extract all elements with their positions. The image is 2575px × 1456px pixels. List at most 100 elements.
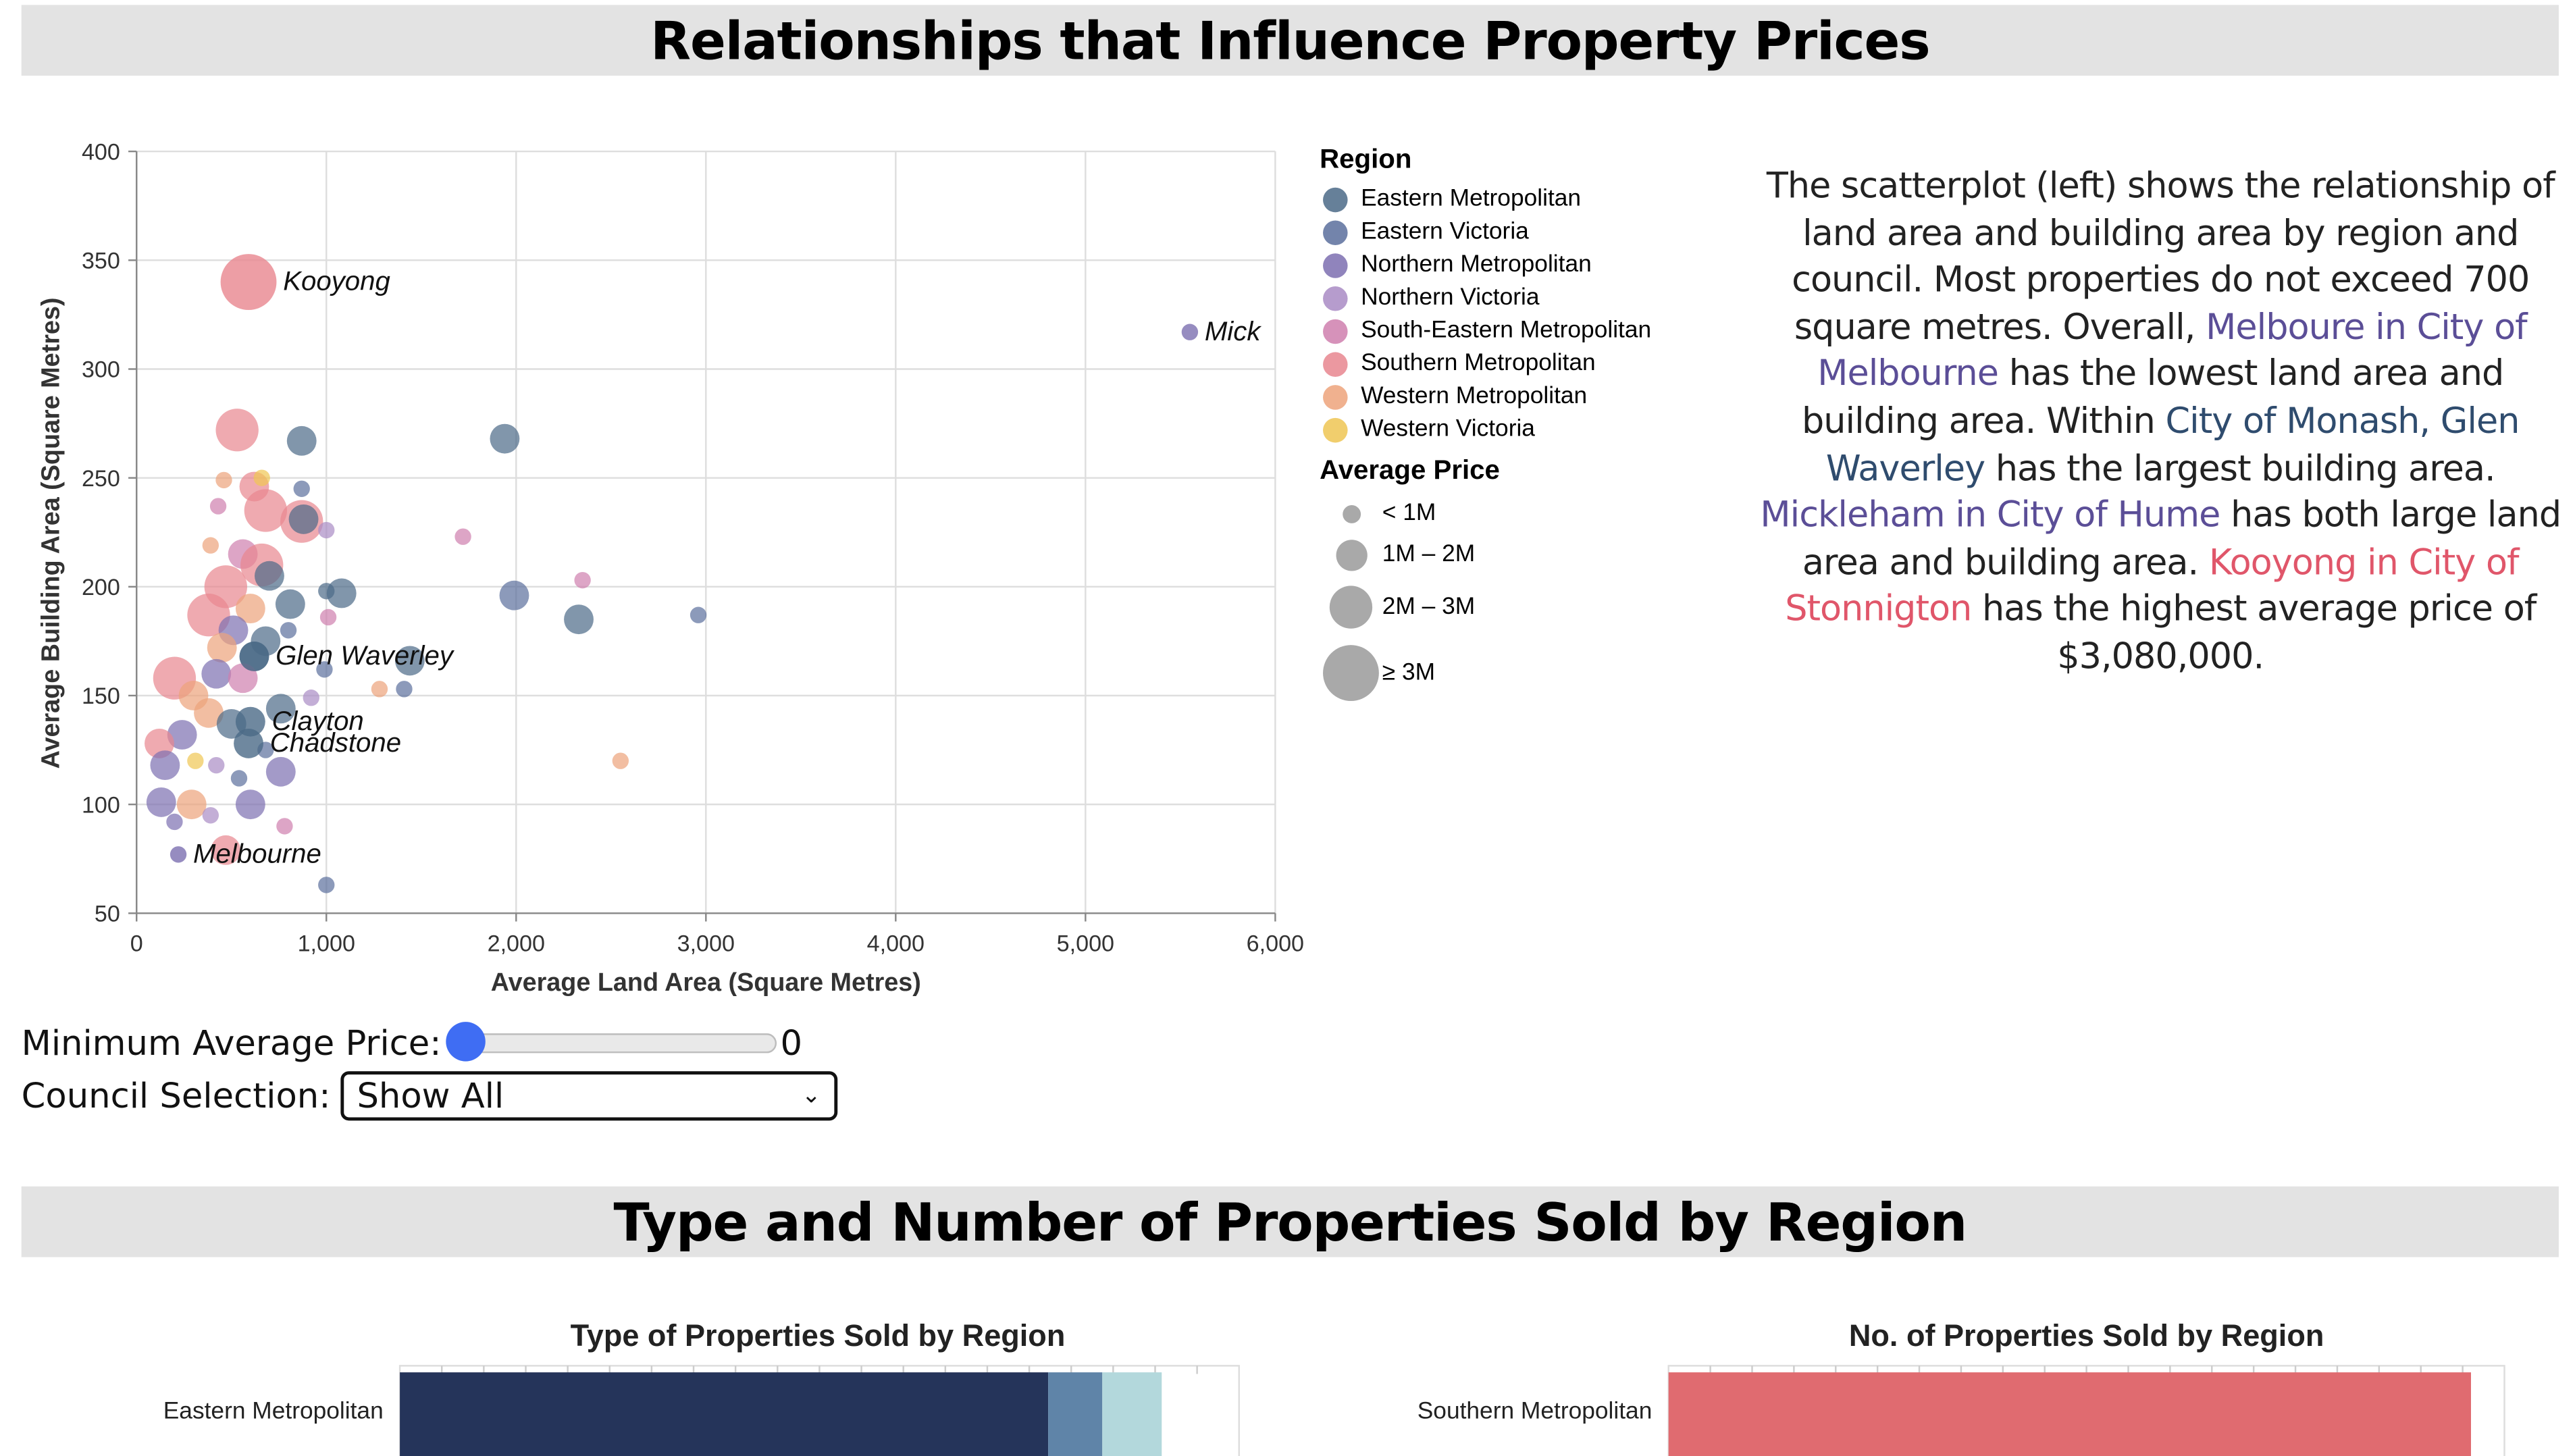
scatter-point[interactable] xyxy=(230,770,248,787)
region-legend-label: Eastern Victoria xyxy=(1361,219,1529,246)
scatter-point[interactable] xyxy=(208,756,225,774)
region-legend-item[interactable]: Northern Metropolitan xyxy=(1320,249,1748,282)
region-legend-item[interactable]: Southern Metropolitan xyxy=(1320,347,1748,380)
scatter-point[interactable] xyxy=(454,528,471,545)
scatter-point[interactable] xyxy=(228,663,258,694)
scatter-point[interactable] xyxy=(235,594,265,623)
scatter-point[interactable] xyxy=(215,409,259,452)
x-tick-label: 4,000 xyxy=(867,931,925,956)
scatter-point[interactable] xyxy=(211,835,241,865)
region-legend-item[interactable]: Western Victoria xyxy=(1320,413,1748,446)
count-by-region-chart[interactable]: No. of Properties Sold by Region Southern… xyxy=(1349,1308,2534,1456)
scatter-point[interactable] xyxy=(255,561,284,591)
scatter-point[interactable] xyxy=(202,807,219,824)
bar-segment[interactable] xyxy=(1048,1372,1103,1456)
section-title: Type and Number of Properties Sold by Re… xyxy=(613,1190,1968,1253)
labeled-scatter-point[interactable] xyxy=(239,642,269,671)
region-legend-title: Region xyxy=(1320,145,1412,175)
region-legend-label: Southern Metropolitan xyxy=(1361,350,1596,377)
council-select[interactable]: Show All ⌄ xyxy=(340,1071,837,1121)
y-tick-label: 400 xyxy=(82,139,120,165)
scatter-point[interactable] xyxy=(293,480,310,497)
bar-segment[interactable] xyxy=(400,1372,1049,1456)
scatter-point[interactable] xyxy=(286,425,317,456)
scatter-point[interactable] xyxy=(318,877,335,893)
scatter-point[interactable] xyxy=(209,498,227,515)
region-legend-item[interactable]: Northern Victoria xyxy=(1320,282,1748,315)
scatter-point[interactable] xyxy=(176,789,207,820)
scatter-point[interactable] xyxy=(288,504,319,534)
scatter-point[interactable] xyxy=(499,580,529,610)
legend-swatch xyxy=(1323,253,1348,278)
scatter-point[interactable] xyxy=(201,658,232,689)
bar-segment[interactable] xyxy=(1102,1372,1162,1456)
y-tick-label: 100 xyxy=(82,792,120,818)
region-legend-item[interactable]: Western Metropolitan xyxy=(1320,380,1748,413)
scatter-point[interactable] xyxy=(396,681,413,698)
y-tick-label: 50 xyxy=(95,901,120,927)
price-legend-item: ≥ 3M xyxy=(1320,638,1748,707)
scatter-point[interactable] xyxy=(303,690,319,706)
price-slider[interactable] xyxy=(446,1022,777,1062)
scatter-point[interactable] xyxy=(146,787,176,817)
region-legend-item[interactable]: South-Eastern Metropolitan xyxy=(1320,314,1748,347)
dashboard-title: Relationships that Influence Property Pr… xyxy=(650,9,1930,72)
labeled-scatter-point[interactable] xyxy=(220,254,277,310)
labeled-scatter-point[interactable] xyxy=(234,728,263,758)
region-legend-item[interactable]: Eastern Metropolitan xyxy=(1320,182,1748,215)
scatter-points[interactable] xyxy=(145,254,1199,893)
scatter-point[interactable] xyxy=(690,606,707,623)
scatter-point[interactable] xyxy=(574,571,591,589)
scatter-point[interactable] xyxy=(275,589,305,619)
bar-category-label: Eastern Metropolitan xyxy=(163,1397,384,1424)
scatter-point[interactable] xyxy=(326,578,357,608)
legend-swatch xyxy=(1323,384,1348,409)
scatter-point[interactable] xyxy=(253,469,270,486)
legend: Region Eastern Metropolitan Eastern Victo… xyxy=(1320,145,1748,707)
scatter-point[interactable] xyxy=(394,646,425,676)
point-label: Chadstone xyxy=(270,727,401,758)
scatter-point[interactable] xyxy=(316,661,333,678)
scatter-point[interactable] xyxy=(244,489,288,532)
scatter-point[interactable] xyxy=(371,681,388,698)
highlight-melbourne: Melboure in City of Melbourne xyxy=(1817,307,2527,396)
labeled-scatter-point[interactable] xyxy=(170,846,187,863)
scatter-point[interactable] xyxy=(564,604,594,635)
scatterplot[interactable]: Kooyong Mick Glen Waverley ClaytonChadstone… xyxy=(0,99,1316,1020)
bar[interactable] xyxy=(1668,1372,2471,1456)
scatter-point[interactable] xyxy=(612,752,629,769)
scatter-point[interactable] xyxy=(276,818,293,835)
scatter-point[interactable] xyxy=(187,752,204,769)
legend-swatch xyxy=(1323,417,1348,442)
scatter-point[interactable] xyxy=(215,471,232,489)
scatter-point[interactable] xyxy=(235,789,265,820)
scatter-point[interactable] xyxy=(490,423,520,454)
description-text: The scatterplot (left) shows the relatio… xyxy=(1757,165,2564,682)
scatter-point[interactable] xyxy=(265,756,296,787)
region-legend-item[interactable]: Eastern Victoria xyxy=(1320,215,1748,249)
scatter-point[interactable] xyxy=(280,622,297,639)
scatter-axes: 0 1,000 2,000 3,000 4,000 5,000 6,000 50 100 150 2… xyxy=(82,139,1304,956)
scatter-point[interactable] xyxy=(150,750,180,781)
labeled-scatter-point[interactable] xyxy=(1181,323,1199,340)
scatter-point[interactable] xyxy=(318,521,335,539)
region-legend-label: Eastern Metropolitan xyxy=(1361,186,1582,213)
y-tick-label: 150 xyxy=(82,683,120,709)
scatter-point[interactable] xyxy=(166,813,183,831)
scatter-point[interactable] xyxy=(202,537,219,554)
x-tick-label: 0 xyxy=(130,931,143,956)
scatter-point[interactable] xyxy=(194,698,224,728)
scatter-point[interactable] xyxy=(319,608,337,626)
price-legend-item: 1M – 2M xyxy=(1320,533,1748,575)
slider-handle[interactable] xyxy=(446,1022,486,1062)
scatter-point[interactable] xyxy=(207,633,237,663)
scatter-point[interactable] xyxy=(265,694,296,724)
y-tick-label: 250 xyxy=(82,466,120,492)
type-by-region-chart[interactable]: Type of Properties Sold by Region Eastern… xyxy=(99,1308,1283,1456)
region-legend: Eastern Metropolitan Eastern Victoria Nort… xyxy=(1320,182,1748,446)
section-title-banner: Type and Number of Properties Sold by Re… xyxy=(21,1186,2559,1257)
region-legend-label: South-Eastern Metropolitan xyxy=(1361,317,1652,344)
scatter-point[interactable] xyxy=(167,720,197,750)
labeled-scatter-point[interactable] xyxy=(235,706,265,737)
council-select-row: Council Selection: Show All ⌄ xyxy=(22,1070,837,1122)
